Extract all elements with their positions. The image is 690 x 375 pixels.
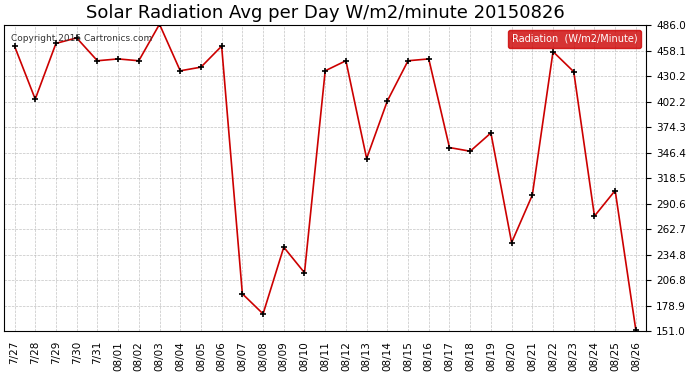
Title: Solar Radiation Avg per Day W/m2/minute 20150826: Solar Radiation Avg per Day W/m2/minute …: [86, 4, 564, 22]
Text: Copyright 2015 Cartronics.com: Copyright 2015 Cartronics.com: [10, 34, 152, 43]
Legend: Radiation  (W/m2/Minute): Radiation (W/m2/Minute): [508, 30, 642, 48]
